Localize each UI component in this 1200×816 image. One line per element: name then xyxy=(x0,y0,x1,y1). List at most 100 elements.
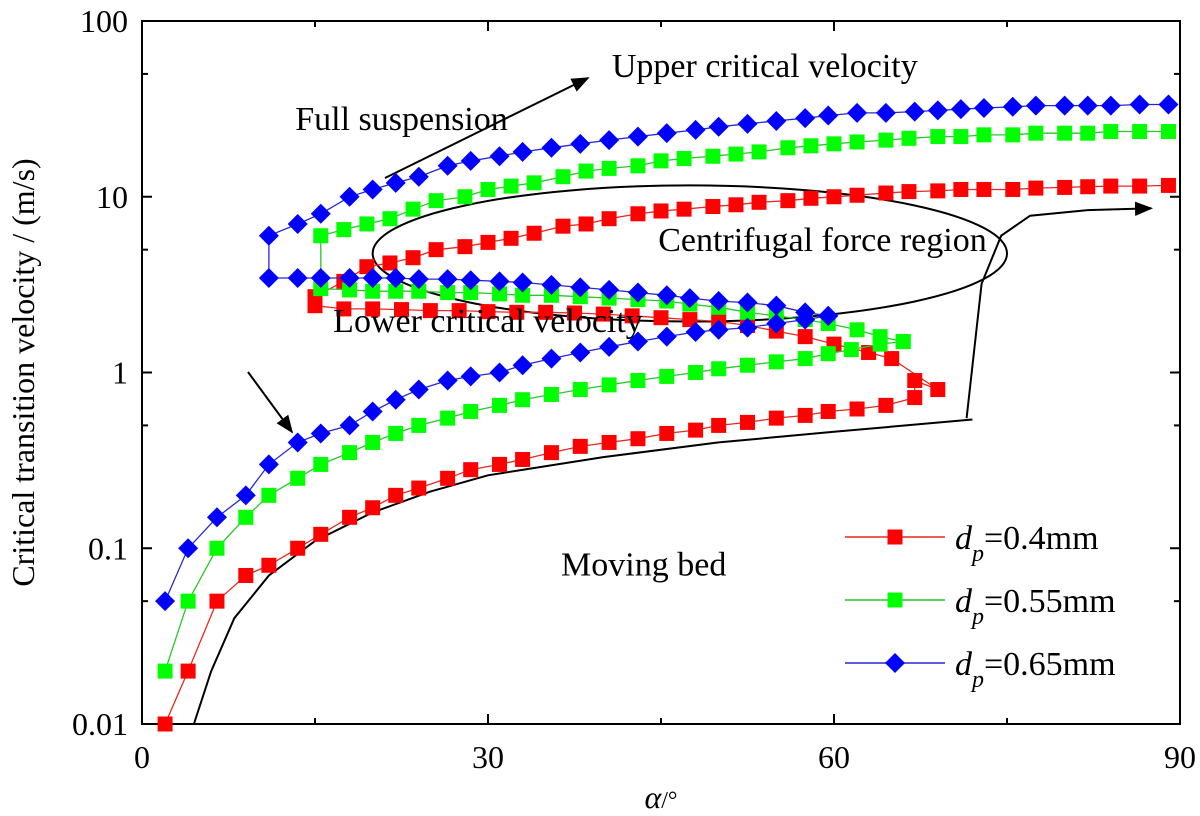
y-axis-title: Critical transition velocity / (m/s) xyxy=(5,158,41,586)
data-point xyxy=(178,538,199,559)
data-point xyxy=(437,155,458,176)
data-point xyxy=(489,362,510,383)
data-point xyxy=(209,540,225,556)
data-point xyxy=(1057,125,1073,141)
data-point xyxy=(818,105,839,126)
data-point xyxy=(795,108,816,129)
data-point xyxy=(526,225,542,241)
legend-marker xyxy=(887,529,903,545)
data-point xyxy=(595,306,611,322)
data-point xyxy=(440,470,456,486)
data-point xyxy=(385,267,406,288)
series-2 xyxy=(155,94,1179,612)
data-point xyxy=(411,480,427,496)
data-point xyxy=(630,373,646,389)
annotation-3: Lower critical velocity xyxy=(333,303,643,340)
data-point xyxy=(803,190,819,206)
data-point xyxy=(503,178,519,194)
data-point xyxy=(489,146,510,167)
upper-critical-arrow xyxy=(384,77,590,179)
series-line xyxy=(164,184,1169,725)
data-point xyxy=(780,140,796,156)
data-point xyxy=(313,281,329,297)
data-point xyxy=(1080,179,1096,195)
data-point xyxy=(797,407,813,423)
data-point xyxy=(907,373,923,389)
data-point xyxy=(795,302,816,323)
data-point xyxy=(849,187,865,203)
data-point xyxy=(238,567,254,583)
data-point xyxy=(849,322,865,338)
data-point xyxy=(630,431,646,447)
data-point xyxy=(1057,179,1073,195)
data-point xyxy=(950,99,971,120)
data-point xyxy=(766,313,787,334)
data-point xyxy=(768,410,784,426)
data-point xyxy=(685,321,706,342)
data-point xyxy=(601,160,617,176)
data-point xyxy=(405,201,421,217)
data-point xyxy=(362,401,383,422)
data-point xyxy=(705,199,721,215)
data-point xyxy=(930,129,946,145)
data-point xyxy=(688,422,704,438)
data-point xyxy=(460,270,481,291)
data-point xyxy=(708,116,729,137)
data-point xyxy=(768,354,784,370)
data-point xyxy=(388,425,404,441)
legend-label: dp=0.55mm xyxy=(955,583,1116,630)
data-point xyxy=(878,185,894,201)
legend: dp=0.4mm dp=0.55mm dp=0.65mm xyxy=(845,520,1116,693)
data-point xyxy=(405,250,421,266)
data-point xyxy=(927,100,948,121)
annotations: Upper critical velocity Full suspension Ce… xyxy=(295,48,987,583)
data-point xyxy=(492,397,508,413)
data-point xyxy=(797,329,813,345)
data-point xyxy=(339,267,360,288)
data-point xyxy=(310,267,331,288)
series-1 xyxy=(157,124,1176,679)
y-tick-label: 100 xyxy=(80,3,128,39)
data-point xyxy=(685,119,706,140)
data-point xyxy=(457,239,473,255)
data-point xyxy=(155,591,176,612)
data-point xyxy=(1132,178,1148,194)
data-point xyxy=(365,301,381,317)
data-point xyxy=(578,163,594,179)
data-point xyxy=(382,211,398,227)
data-point xyxy=(480,234,496,250)
data-point xyxy=(440,285,456,301)
data-point xyxy=(737,113,758,134)
data-point xyxy=(362,179,383,200)
data-point xyxy=(1005,181,1021,197)
data-point xyxy=(180,663,196,679)
data-point xyxy=(1080,125,1096,141)
data-point xyxy=(287,432,308,453)
data-point xyxy=(711,417,727,433)
data-point xyxy=(342,445,358,461)
data-point xyxy=(884,351,900,367)
data-point xyxy=(676,201,692,217)
annotation-4: Moving bed xyxy=(561,546,726,583)
legend-label: dp=0.4mm xyxy=(955,520,1099,567)
data-point xyxy=(258,225,279,246)
legend-marker xyxy=(885,653,905,673)
data-point xyxy=(901,130,917,146)
data-point xyxy=(820,346,836,362)
data-point xyxy=(365,283,381,299)
data-point xyxy=(290,470,306,486)
data-point xyxy=(526,175,542,191)
data-point xyxy=(1100,95,1121,116)
axis-titles: α/° Critical transition velocity / (m/s) xyxy=(5,158,678,815)
data-point xyxy=(463,462,479,478)
data-point xyxy=(460,150,481,171)
data-point xyxy=(570,277,591,298)
data-point xyxy=(930,183,946,199)
data-point xyxy=(310,423,331,444)
data-point xyxy=(388,487,404,503)
data-point xyxy=(737,317,758,338)
data-point xyxy=(1025,95,1046,116)
data-point xyxy=(728,197,744,213)
data-point xyxy=(878,132,894,148)
